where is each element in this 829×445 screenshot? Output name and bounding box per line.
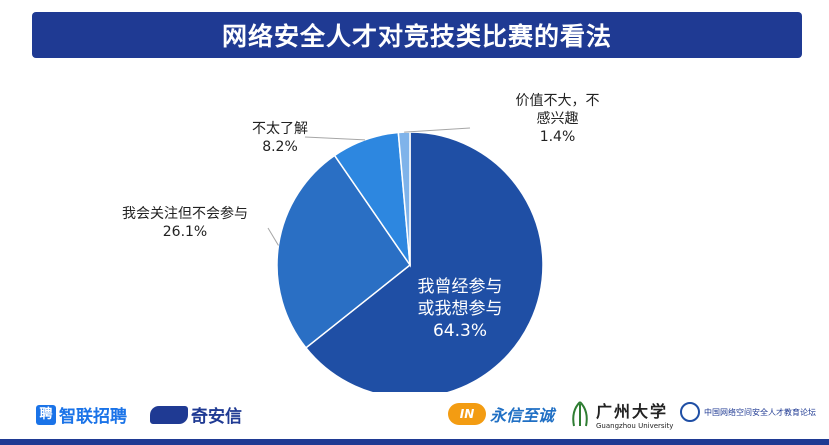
label-slice-2-line-0: 不太了解 bbox=[240, 120, 320, 138]
label-slice-0-line-1: 或我想参与 bbox=[395, 298, 525, 320]
label-slice-3-value: 1.4% bbox=[500, 128, 615, 146]
label-slice-0-line-0: 我曾经参与 bbox=[395, 276, 525, 298]
label-slice-1-value: 26.1% bbox=[105, 223, 265, 241]
yongxin-text: 永信至诚 bbox=[490, 402, 554, 426]
label-slice-3: 价值不大，不 感兴趣 1.4% bbox=[500, 92, 615, 146]
alliance-text: 中国网络空间安全人才教育论坛 bbox=[704, 407, 816, 418]
gzhu-emblem-icon bbox=[568, 400, 592, 428]
logo-gzhu: 广州大学 Guangzhou University bbox=[568, 398, 673, 430]
label-slice-1-line-0: 我会关注但不会参与 bbox=[105, 205, 265, 223]
leader-line-1 bbox=[268, 228, 278, 245]
label-slice-2-value: 8.2% bbox=[240, 138, 320, 156]
leader-line-3 bbox=[404, 128, 470, 132]
label-slice-3-line-1: 感兴趣 bbox=[500, 110, 615, 128]
bottom-strip bbox=[0, 439, 829, 445]
footer-logos: 聘 智联招聘 奇安信 IN 永信至诚 广州大学 Guangzhou Univer… bbox=[0, 392, 829, 445]
label-slice-2: 不太了解 8.2% bbox=[240, 120, 320, 156]
logo-alliance: 中国网络空间安全人才教育论坛 bbox=[680, 402, 816, 422]
gzhu-text: 广州大学 bbox=[596, 398, 673, 422]
yongxin-icon: IN bbox=[448, 403, 486, 425]
alliance-emblem-icon bbox=[680, 402, 700, 422]
zhilian-text: 智联招聘 bbox=[59, 402, 127, 427]
label-slice-1: 我会关注但不会参与 26.1% bbox=[105, 205, 265, 241]
logo-zhilian: 聘 智联招聘 bbox=[36, 402, 127, 427]
label-slice-0: 我曾经参与 或我想参与 64.3% bbox=[395, 276, 525, 342]
logo-yongxin: IN 永信至诚 bbox=[448, 402, 554, 426]
qianxin-text: 奇安信 bbox=[191, 402, 242, 427]
label-slice-0-value: 64.3% bbox=[395, 320, 525, 342]
label-slice-3-line-0: 价值不大，不 bbox=[500, 92, 615, 110]
zhilian-icon: 聘 bbox=[36, 405, 56, 425]
logo-qianxin: 奇安信 bbox=[150, 402, 242, 427]
gzhu-en-text: Guangzhou University bbox=[596, 422, 673, 430]
qianxin-icon bbox=[150, 406, 188, 424]
